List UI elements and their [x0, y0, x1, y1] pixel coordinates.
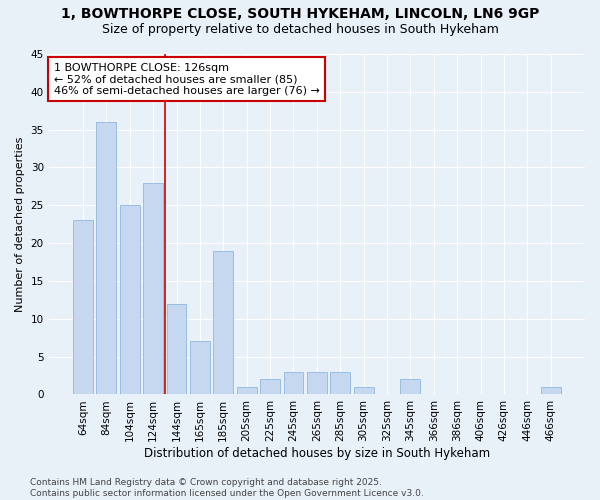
Text: Size of property relative to detached houses in South Hykeham: Size of property relative to detached ho… [101, 22, 499, 36]
Bar [541, 387, 560, 394]
Bar [284, 372, 304, 394]
Bar [307, 372, 327, 394]
Bar [353, 387, 374, 394]
Bar [400, 380, 421, 394]
Y-axis label: Number of detached properties: Number of detached properties [15, 136, 25, 312]
Bar [330, 372, 350, 394]
Text: 1, BOWTHORPE CLOSE, SOUTH HYKEHAM, LINCOLN, LN6 9GP: 1, BOWTHORPE CLOSE, SOUTH HYKEHAM, LINCO… [61, 8, 539, 22]
Bar [214, 250, 233, 394]
Bar [97, 122, 116, 394]
Text: 1 BOWTHORPE CLOSE: 126sqm
← 52% of detached houses are smaller (85)
46% of semi-: 1 BOWTHORPE CLOSE: 126sqm ← 52% of detac… [54, 62, 320, 96]
Bar [190, 342, 210, 394]
Bar [73, 220, 93, 394]
Bar [143, 182, 163, 394]
Text: Contains HM Land Registry data © Crown copyright and database right 2025.
Contai: Contains HM Land Registry data © Crown c… [30, 478, 424, 498]
Bar [120, 206, 140, 394]
Bar [237, 387, 257, 394]
Bar [260, 380, 280, 394]
Bar [167, 304, 187, 394]
X-axis label: Distribution of detached houses by size in South Hykeham: Distribution of detached houses by size … [144, 447, 490, 460]
